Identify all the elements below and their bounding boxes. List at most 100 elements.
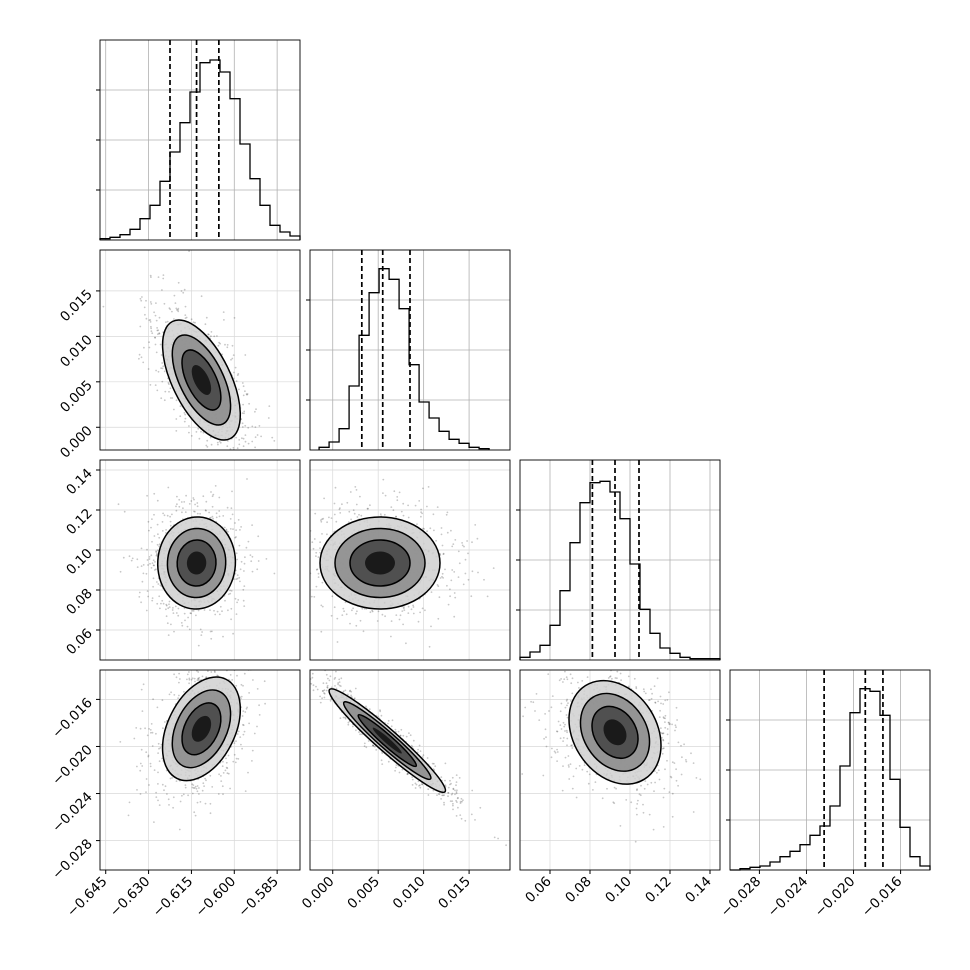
scatter-point [211,505,214,508]
scatter-point [452,804,454,807]
scatter-point [292,641,294,643]
scatter-point [204,777,207,780]
scatter-point [175,430,178,432]
scatter-point [164,390,167,393]
scatter-point [302,515,304,517]
scatter-point [240,695,243,698]
scatter-point [248,402,251,405]
scatter-point [199,628,202,631]
scatter-point [210,671,213,673]
scatter-point [213,335,216,338]
scatter-point [141,296,143,298]
panel-frame [99,459,301,661]
scatter-point [153,564,156,567]
scatter-point [196,801,199,804]
scatter-point [614,677,617,679]
scatter-point [236,447,239,450]
scatter-point [396,499,399,502]
scatter-point [188,628,191,631]
scatter-point [564,706,567,709]
scatter-point [155,796,158,798]
scatter-point [454,789,456,792]
scatter-point [159,584,162,587]
scatter-point [146,494,149,497]
scatter-point [150,325,152,328]
scatter-point [292,538,294,540]
scatter-point [192,784,195,786]
scatter-point [394,769,396,772]
scatter-point [407,605,410,608]
scatter-point [412,739,415,742]
scatter-point [394,728,397,731]
scatter-point [451,545,454,548]
scatter-point [342,607,345,610]
scatter-point [226,644,228,646]
scatter-point [305,658,307,660]
scatter-point [161,521,164,523]
scatter-point [171,609,174,611]
scatter-point [180,290,183,292]
scatter-point [459,802,462,804]
scatter-point [170,623,172,626]
scatter-point [464,819,467,822]
scatter-point [161,289,163,291]
scatter-point [242,684,244,687]
scatter-point [174,605,177,608]
scatter-point [298,608,300,610]
scatter-point [199,801,202,803]
scatter-point [551,747,553,750]
scatter-point [165,615,168,618]
scatter-point [471,570,474,573]
scatter-point [307,682,309,684]
scatter-point [136,566,139,568]
scatter-point [405,642,407,645]
scatter-point [433,529,435,532]
scatter-point [258,704,260,707]
scatter-point [198,454,200,456]
scatter-point [182,291,185,294]
scatter-point [211,630,213,633]
scatter-point [128,801,131,804]
scatter-point [218,613,221,616]
scatter-point [231,513,234,516]
scatter-point [122,556,125,559]
scatter-point [258,425,261,427]
scatter-point [229,518,232,520]
scatter-point [349,689,352,692]
scatter-point [312,684,315,687]
scatter-point [559,737,562,740]
scatter-point [530,700,532,703]
scatter-point [235,552,238,555]
scatter-point [219,462,221,464]
scatter-point [419,750,422,752]
scatter-point [351,609,353,612]
scatter-point [154,336,157,339]
scatter-point [342,690,345,693]
scatter-point [186,673,189,676]
density-fill [186,551,207,575]
scatter-point [347,721,350,724]
scatter-point [316,688,319,691]
scatter-point [264,634,266,636]
scatter-point [345,613,348,616]
scatter-point [379,513,382,516]
scatter-point [419,611,421,614]
scatter-point [202,782,205,785]
scatter-point [354,687,357,690]
scatter-point [202,431,205,434]
scatter-point [150,330,153,333]
scatter-point [139,727,142,730]
scatter-point [149,762,152,765]
scatter-point [156,523,159,526]
scatter-point [148,319,151,321]
scatter-point [234,536,237,539]
scatter-point [636,813,638,816]
scatter-point [191,677,194,680]
scatter-point [644,780,647,782]
scatter-point [236,574,239,576]
scatter-point [562,740,564,742]
scatter-point [671,761,674,764]
scatter-point [674,724,677,727]
scatter-panel [292,641,511,871]
scatter-point [193,787,196,789]
